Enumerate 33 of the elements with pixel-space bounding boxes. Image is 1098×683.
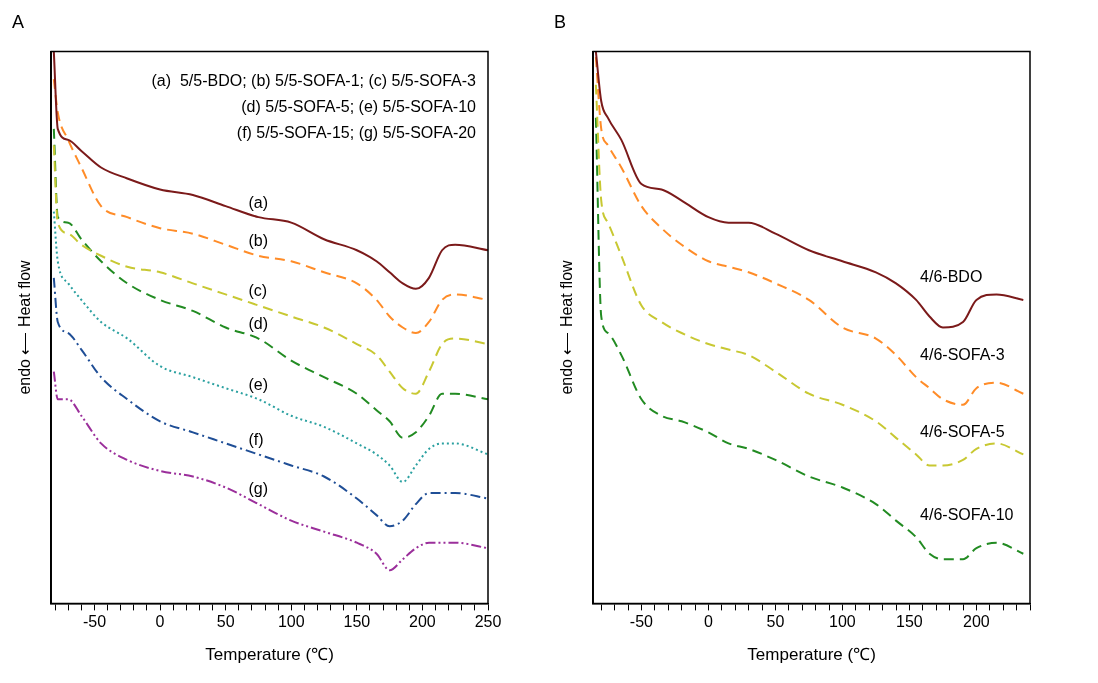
x-axis-title: Temperature (℃) bbox=[205, 645, 334, 665]
series-label: (d) bbox=[248, 314, 269, 332]
series-label: (b) bbox=[248, 232, 269, 250]
x-tick-label: 200 bbox=[409, 613, 436, 631]
annotation: (d) 5/5-SOFA-5; (e) 5/5-SOFA-10 bbox=[241, 98, 477, 116]
annotation: (f) 5/5-SOFA-15; (g) 5/5-SOFA-20 bbox=[236, 124, 477, 142]
series-label: 4/6-SOFA-10 bbox=[920, 505, 1014, 523]
x-tick-label: -50 bbox=[82, 613, 107, 631]
series-label: (c) bbox=[248, 281, 268, 299]
series-label: (g) bbox=[248, 480, 269, 498]
x-axis-title: Temperature (℃) bbox=[747, 645, 876, 665]
x-tick-label: 50 bbox=[766, 613, 785, 631]
x-tick-label: 50 bbox=[216, 613, 235, 631]
x-tick-label: 150 bbox=[343, 613, 371, 631]
x-tick-label: 200 bbox=[963, 613, 990, 631]
annotation: (a) 5/5-BDO; (b) 5/5-SOFA-1; (c) 5/5-SOFA-3 bbox=[151, 72, 477, 90]
series-label: (e) bbox=[248, 375, 269, 393]
series-label: 4/6-SOFA-3 bbox=[920, 345, 1005, 363]
x-tick-label: 100 bbox=[277, 613, 305, 631]
x-tick-label: -50 bbox=[629, 613, 654, 631]
x-tick-label: 250 bbox=[474, 613, 502, 631]
series-label: 4/6-BDO bbox=[920, 268, 983, 286]
y-axis-title: endo ⟵ Heat flow bbox=[16, 259, 34, 395]
x-tick-label: 100 bbox=[829, 613, 856, 631]
chart-title: A bbox=[12, 11, 25, 32]
chart-title: B bbox=[554, 11, 567, 32]
series-label: 4/6-SOFA-5 bbox=[920, 422, 1005, 440]
x-tick-label: 0 bbox=[703, 613, 713, 631]
y-axis-title: endo ⟵ Heat flow bbox=[558, 259, 576, 395]
x-tick-label: 0 bbox=[155, 613, 165, 631]
series-label: (a) bbox=[248, 193, 269, 211]
x-tick-label: 150 bbox=[896, 613, 923, 631]
series-label: (f) bbox=[248, 430, 264, 448]
